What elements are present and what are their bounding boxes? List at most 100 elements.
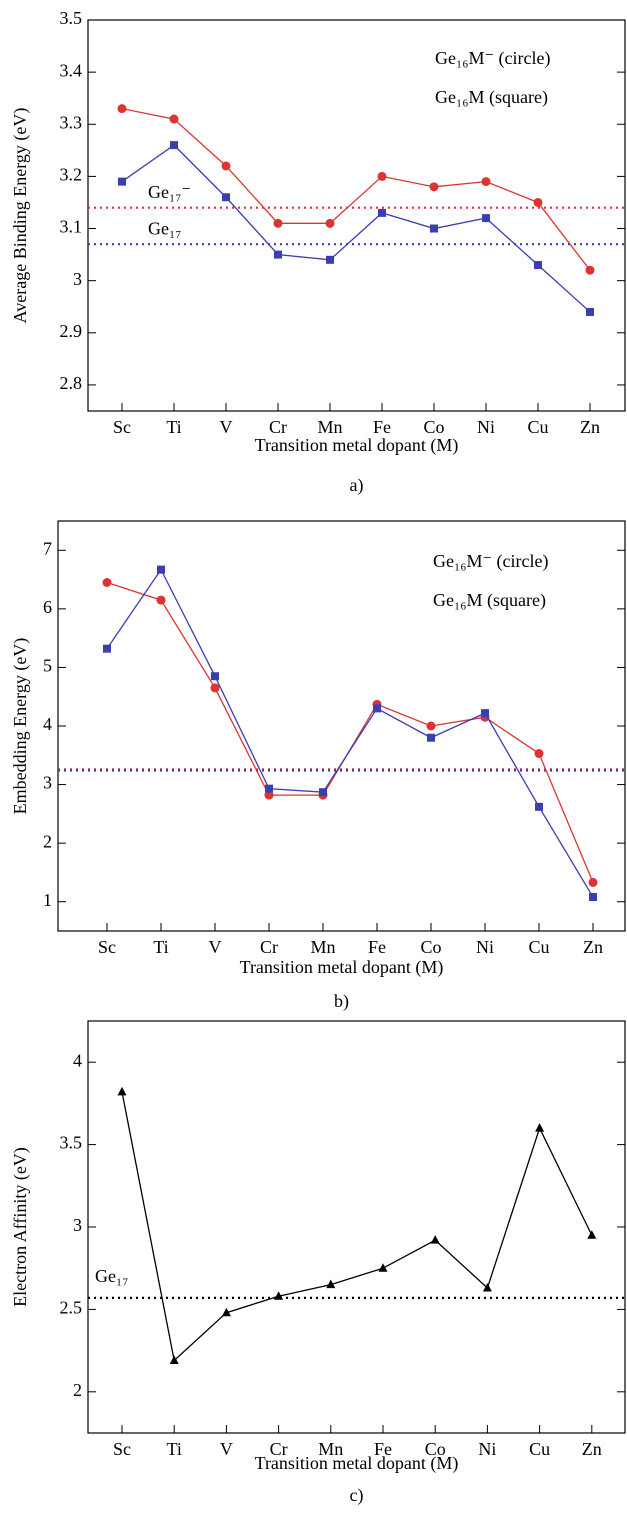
x-tick-label: Fe (373, 417, 391, 437)
point (586, 307, 594, 316)
x-tick-label: Cu (529, 1439, 550, 1459)
panel-label: b) (334, 991, 349, 1012)
point (274, 250, 282, 259)
plot-frame (87, 1020, 626, 1434)
reference-label: Ge₁₇ (95, 1266, 129, 1286)
reference-label: Ge₁₇⁻ (148, 182, 191, 202)
y-tick-label: 6 (43, 597, 52, 617)
x-tick-label: Co (423, 417, 444, 437)
point (221, 1307, 231, 1317)
point (169, 1355, 179, 1364)
y-tick-label: 1 (43, 890, 52, 910)
point (534, 261, 542, 270)
y-tick-label: 2 (73, 1380, 82, 1400)
x-axis-label: Transition metal dopant (M) (240, 957, 444, 978)
point (325, 218, 335, 228)
y-tick-label: 3.4 (60, 60, 83, 80)
y-tick-label: 3.1 (60, 217, 83, 237)
point (273, 218, 283, 228)
point (481, 709, 489, 718)
x-tick-label: Zn (582, 1439, 602, 1459)
point (118, 177, 126, 186)
point (222, 193, 230, 202)
x-tick-label: Fe (368, 937, 386, 957)
x-tick-label: Sc (113, 1439, 131, 1459)
y-tick-label: 3.5 (60, 8, 83, 28)
series-line (106, 581, 594, 883)
x-tick-label: V (220, 417, 233, 437)
panel-label: c) (350, 1485, 364, 1506)
x-tick-label: Ti (167, 1439, 182, 1459)
point (157, 565, 165, 574)
point (326, 1279, 336, 1289)
x-tick-label: Cu (528, 937, 549, 957)
point (481, 177, 491, 187)
x-tick-label: Fe (374, 1439, 392, 1459)
y-tick-label: 3 (43, 773, 52, 793)
y-tick-label: 4 (73, 1050, 82, 1070)
point (585, 265, 595, 275)
y-tick-label: 2.9 (60, 321, 83, 341)
point (264, 790, 274, 800)
x-tick-label: Co (420, 937, 441, 957)
reference-label: Ge₁₇ (148, 218, 182, 238)
y-tick-label: 3.2 (60, 165, 83, 185)
point (117, 104, 127, 114)
y-tick-label: 3 (73, 269, 82, 289)
x-axis-label: Transition metal dopant (M) (255, 1453, 459, 1474)
point (426, 721, 436, 731)
legend-entry: Ge₁₆M (square) (433, 590, 546, 611)
panel-label: a) (350, 475, 364, 496)
x-tick-label: Co (425, 1439, 446, 1459)
point (429, 182, 439, 192)
point (378, 1263, 388, 1272)
x-tick-label: Cr (269, 417, 287, 437)
x-tick-label: Ni (478, 1439, 496, 1459)
point (535, 802, 543, 811)
x-tick-label: Mn (317, 417, 342, 437)
y-tick-label: 7 (43, 538, 52, 558)
x-tick-label: Sc (113, 417, 131, 437)
x-tick-label: Cu (527, 417, 548, 437)
x-tick-label: Mn (310, 937, 335, 957)
x-tick-label: Zn (580, 417, 600, 437)
point (430, 224, 438, 233)
point (211, 672, 219, 681)
series-line (121, 144, 591, 313)
legend-entry: Ge₁₆M⁻ (circle) (435, 48, 551, 69)
point (221, 161, 231, 171)
series-line (121, 107, 591, 271)
series-line (121, 1091, 593, 1362)
x-axis-label: Transition metal dopant (M) (255, 435, 459, 456)
y-tick-label: 3 (73, 1215, 82, 1235)
x-tick-label: Zn (583, 937, 603, 957)
point (535, 1123, 545, 1132)
x-tick-label: Ni (477, 417, 495, 437)
point (274, 1291, 284, 1300)
point (587, 1230, 597, 1239)
y-axis-label: Electron Affinity (eV) (10, 1147, 31, 1307)
point (326, 255, 334, 264)
point (378, 208, 386, 217)
legend-entry: Ge₁₆M⁻ (circle) (433, 551, 549, 572)
point (589, 893, 597, 902)
point (210, 683, 220, 693)
x-tick-label: V (220, 1439, 233, 1459)
y-tick-label: 4 (43, 714, 52, 734)
y-tick-label: 3.3 (60, 112, 83, 132)
x-tick-label: Cr (260, 937, 278, 957)
point (377, 171, 387, 181)
point (156, 595, 166, 605)
point (534, 749, 544, 759)
point (482, 1282, 492, 1292)
point (103, 644, 111, 653)
point (169, 114, 179, 124)
point (265, 784, 273, 793)
y-tick-label: 2.5 (60, 1298, 83, 1318)
y-tick-label: 2.8 (60, 373, 83, 393)
x-tick-label: Cr (270, 1439, 288, 1459)
y-tick-label: 5 (43, 656, 52, 676)
x-tick-label: Mn (318, 1439, 343, 1459)
